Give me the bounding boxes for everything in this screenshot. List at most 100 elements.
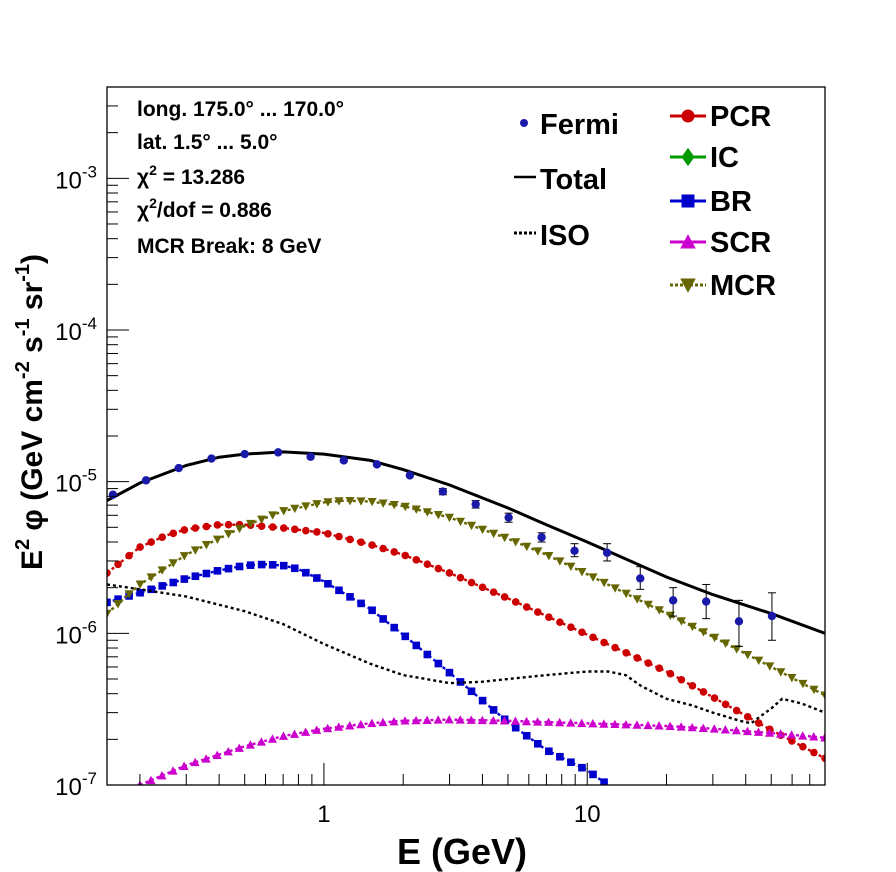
scr-series-point (820, 733, 825, 742)
info-superscript: 2 (149, 195, 157, 211)
mcr-series-point (500, 533, 510, 543)
br-series-point (169, 578, 178, 587)
br-series-point (107, 598, 111, 607)
pcr-series-point (180, 526, 189, 534)
br-series-point (290, 564, 299, 573)
pcr-series-point (534, 608, 542, 616)
scr-series-point (278, 731, 289, 740)
pcr-series-point (158, 533, 167, 541)
scr-series-point (411, 715, 421, 725)
pcr-series-point (567, 623, 575, 632)
mcr-series-point (201, 540, 211, 550)
br-series-point (379, 615, 387, 623)
pcr-series-point (622, 648, 630, 657)
legend-label: Total (540, 164, 607, 196)
info-line: long. 175.0° ... 170.0° (137, 98, 344, 121)
scr-series-point (742, 726, 752, 736)
scr-series-point (643, 720, 653, 730)
series-layer (107, 450, 825, 785)
mcr-series-point (676, 617, 686, 626)
mcr-series-point (179, 552, 189, 561)
legend-ic-marker (681, 147, 695, 167)
y-title-part: ) (16, 254, 49, 264)
mcr-series-point (246, 519, 256, 529)
mcr-series-point (643, 600, 653, 610)
scr-series-point (709, 724, 719, 733)
br-series-point (445, 668, 454, 677)
scr-series-point (157, 771, 167, 780)
mcr-series-point (157, 566, 167, 575)
iso-series-line (107, 583, 825, 725)
br-series-point (600, 778, 608, 785)
br-series-point (545, 747, 553, 756)
pcr-series-point (644, 659, 653, 667)
pcr-series-point (478, 583, 487, 592)
br-series-point (147, 585, 155, 594)
y-tick-label: 10-6 (55, 617, 97, 649)
scr-series-point (787, 730, 797, 739)
br-series-point (357, 599, 365, 608)
fermi-data-point (372, 460, 382, 469)
pcr-series-point (136, 543, 144, 551)
legend-mcr-marker (680, 278, 696, 293)
fermi-data-point (636, 574, 645, 583)
scr-series-point (334, 722, 344, 731)
pcr-series-point (423, 560, 432, 569)
y-tick-labels: 10-710-610-510-410-3 (55, 162, 97, 801)
x-tick-label: 1 (317, 801, 330, 828)
legend-label: IC (710, 142, 739, 174)
scr-series-point (201, 754, 211, 763)
mcr-series-point (621, 589, 631, 599)
pcr-series-point (633, 654, 642, 662)
mcr-series-point (654, 606, 664, 615)
pcr-series-point (732, 706, 741, 715)
mcr-series-point (566, 562, 576, 572)
pcr-series-point (335, 532, 343, 541)
fermi-data-point (240, 449, 249, 459)
legend-label: SCR (710, 227, 771, 259)
br-series-point (213, 567, 222, 575)
mcr-series-point (721, 639, 731, 648)
x-tick-label: 10 (574, 801, 601, 828)
mcr-series-point (455, 517, 466, 527)
y-tick-exponent: -7 (82, 769, 97, 788)
pcr-series-point (688, 682, 697, 690)
scr-series-point (356, 719, 366, 729)
pcr-series-point (600, 638, 608, 647)
info-text: /dof = 0.886 (157, 199, 272, 222)
mcr-series-point (378, 499, 388, 508)
br-series-point (478, 696, 487, 705)
fermi-data-point (504, 513, 513, 522)
pcr-series-point (666, 669, 675, 678)
br-series-point (489, 706, 498, 714)
mcr-series-point (400, 502, 410, 512)
br-series-point (202, 569, 211, 578)
br-series-point (390, 623, 398, 632)
pcr-series-point (346, 535, 354, 544)
pcr-series-point (224, 520, 233, 529)
scr-series-point (676, 722, 686, 731)
legend-br-marker (681, 194, 695, 208)
mcr-series-point (190, 546, 200, 555)
br-series-point (246, 561, 255, 569)
mcr-series-point (168, 559, 178, 568)
mcr-series-point (312, 500, 322, 509)
scr-series-point (422, 715, 432, 724)
legend-label: MCR (710, 270, 776, 302)
br-series-point (191, 572, 200, 581)
br-series-point (456, 678, 465, 686)
pcr-series-point (511, 598, 520, 606)
br-series-point (313, 574, 321, 582)
y-title-superscript: -1 (12, 264, 34, 282)
br-series-point (180, 575, 189, 583)
y-tick-base: 10 (55, 167, 82, 194)
y-axis-title: E2 φ (GeV cm-2 s-1 sr-1) (12, 254, 49, 570)
br-series-point (567, 758, 575, 767)
mcr-series-point (632, 595, 642, 604)
scr-series-point (488, 715, 498, 725)
pcr-series-point (279, 524, 288, 532)
legend-label: PCR (710, 101, 771, 133)
pcr-series-point (699, 688, 708, 696)
mcr-series-point (389, 501, 399, 510)
info-box: long. 175.0° ... 170.0° lat. 1.5° ... 5.0… (137, 98, 344, 258)
